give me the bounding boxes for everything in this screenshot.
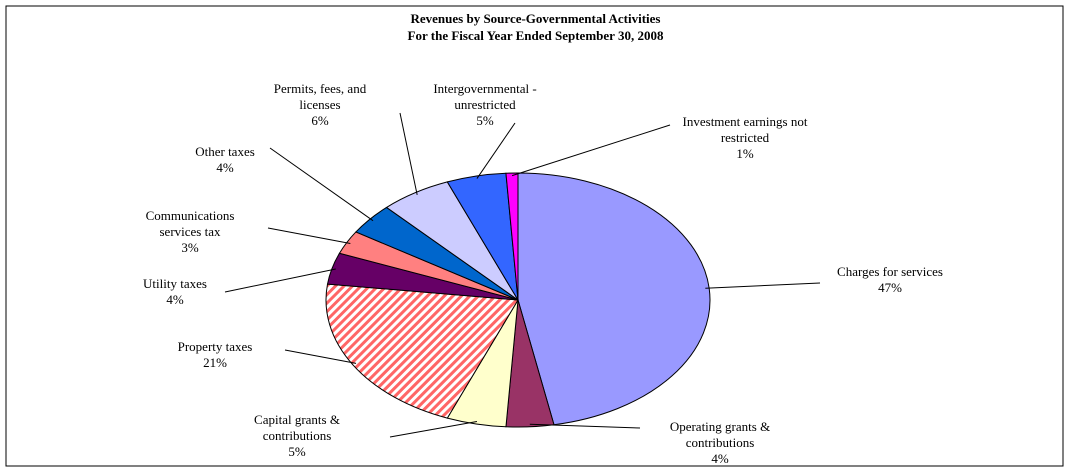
value-label: 4% xyxy=(711,451,729,466)
value-label: 4% xyxy=(216,160,234,175)
category-label: Capital grants & contributions xyxy=(254,412,340,443)
category-label: Other taxes xyxy=(195,144,255,159)
value-label: 5% xyxy=(476,113,494,128)
slice-label: Investment earnings not restricted 1% xyxy=(670,114,820,162)
value-label: 4% xyxy=(166,292,184,307)
category-label: Charges for services xyxy=(837,264,943,279)
slice-label: Property taxes 21% xyxy=(155,339,275,371)
slice-label: Capital grants & contributions 5% xyxy=(227,412,367,460)
value-label: 5% xyxy=(288,444,306,459)
slice-label: Charges for services 47% xyxy=(790,264,990,296)
category-label: Utility taxes xyxy=(143,276,207,291)
slice-label: Permits, fees, and licenses 6% xyxy=(255,81,385,129)
value-label: 3% xyxy=(181,240,199,255)
slice-label: Other taxes 4% xyxy=(165,144,285,176)
category-label: Property taxes xyxy=(177,339,253,354)
category-label: Investment earnings not restricted xyxy=(682,114,808,145)
leader-line xyxy=(389,420,478,438)
leader-line xyxy=(269,147,374,222)
leader-line xyxy=(224,268,336,293)
leader-line xyxy=(284,349,357,364)
pie-slice xyxy=(505,172,519,301)
value-label: 47% xyxy=(878,280,902,295)
slice-label: Operating grants & contributions 4% xyxy=(650,419,790,467)
leader-line xyxy=(476,122,516,179)
category-label: Communications services tax xyxy=(145,208,235,239)
chart-subtitle: For the Fiscal Year Ended September 30, … xyxy=(407,28,664,43)
leader-line xyxy=(399,112,418,196)
category-label: Intergovernmental - unrestricted xyxy=(433,81,537,112)
chart-title: Revenues by Source-Governmental Activiti… xyxy=(410,11,661,26)
slice-label: Utility taxes 4% xyxy=(115,276,235,308)
category-label: Permits, fees, and licenses xyxy=(273,81,367,112)
value-label: 1% xyxy=(736,146,754,161)
leader-line xyxy=(705,282,821,289)
slice-label: Communications services tax 3% xyxy=(130,208,250,256)
leader-line xyxy=(529,423,641,429)
pie-slice xyxy=(325,283,519,419)
leader-line xyxy=(511,124,671,177)
value-label: 21% xyxy=(203,355,227,370)
category-label: Operating grants & contributions xyxy=(669,419,771,450)
leader-line xyxy=(267,227,351,244)
value-label: 6% xyxy=(311,113,329,128)
slice-label: Intergovernmental - unrestricted 5% xyxy=(405,81,565,129)
